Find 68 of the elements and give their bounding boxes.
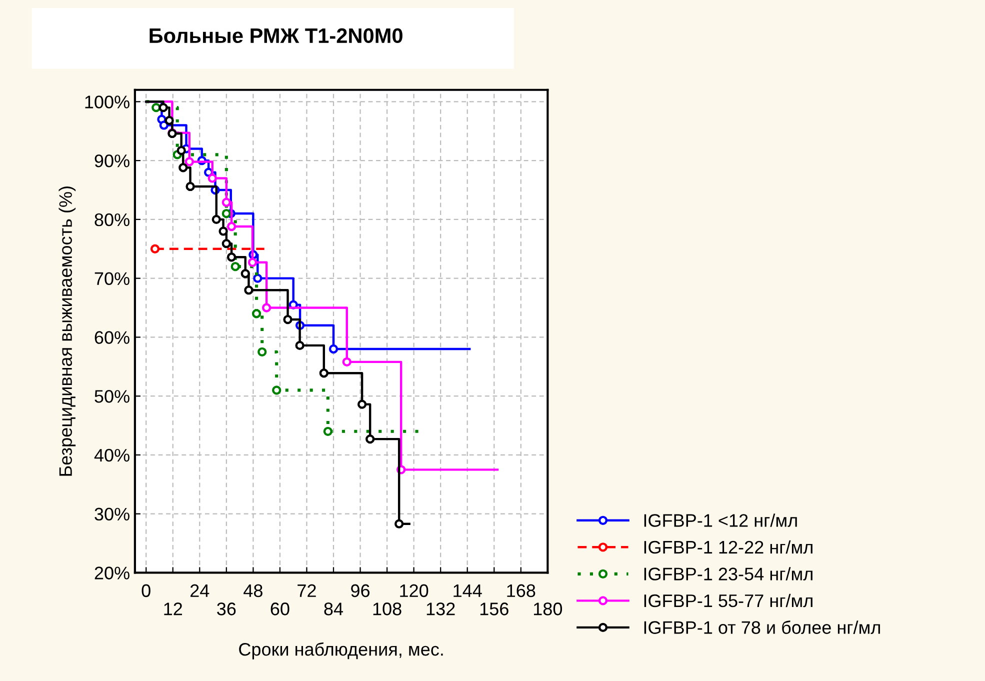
point (218, 226, 228, 236)
point (244, 286, 254, 295)
point (150, 244, 160, 254)
point (184, 157, 194, 166)
x-tick-label: 120 (400, 584, 428, 598)
legend-label: IGFBP-1 12-22 нг/мл (644, 540, 812, 554)
point (186, 182, 195, 192)
point (295, 340, 304, 350)
y-tick-label: 30% (94, 508, 130, 521)
point (240, 269, 250, 278)
point (262, 303, 272, 312)
x-tick-label: 144 (454, 584, 482, 597)
y-tick-label: 40% (94, 448, 130, 462)
point (164, 116, 174, 126)
legend-label: IGFBP-1 <12 нг/мл (644, 514, 797, 527)
x-tick-label: 168 (507, 584, 536, 598)
x2-tick-label: 156 (480, 602, 508, 616)
legend-label: IGFBP-1 55-77 нг/мл (644, 594, 812, 608)
x-tick-label: 0 (142, 584, 150, 598)
point (366, 434, 375, 444)
x2-tick-label: 180 (534, 602, 562, 616)
point (222, 208, 231, 218)
point (272, 386, 282, 395)
y-tick-label: 20% (94, 566, 130, 580)
point (342, 357, 352, 367)
x2-tick-label: 36 (217, 602, 236, 616)
point (152, 102, 161, 112)
point (176, 146, 186, 156)
x-tick-label: 96 (351, 584, 370, 598)
x2-tick-label: 84 (324, 602, 344, 616)
x2-tick-label: 108 (373, 602, 402, 616)
point (226, 222, 236, 232)
point (328, 344, 338, 354)
legend-label: IGFBP-1 23-54 нг/мл (644, 567, 812, 580)
point (248, 258, 258, 267)
x-axis-title: Сроки наблюдения, мес. (239, 642, 443, 660)
point (252, 309, 262, 318)
point (357, 400, 367, 409)
point (222, 238, 231, 248)
x-tick-label: 48 (244, 584, 262, 598)
y-tick-label: 50% (94, 390, 130, 403)
point (158, 102, 168, 112)
y-tick-label: 100% (85, 96, 130, 108)
x2-tick-label: 12 (164, 602, 182, 616)
point (226, 252, 236, 262)
y-tick-label: 80% (94, 213, 130, 226)
x-tick-label: 72 (298, 584, 316, 597)
point (178, 163, 188, 172)
point (208, 174, 217, 183)
point (319, 368, 328, 378)
y-tick-label: 60% (94, 331, 130, 344)
point (258, 347, 267, 356)
point (394, 519, 404, 528)
y-tick-label: 90% (94, 154, 130, 168)
point (230, 262, 240, 272)
chart-title: Больные РМЖ T1-2N0M0 (150, 28, 402, 44)
point (323, 426, 332, 436)
point (212, 214, 221, 224)
point (159, 120, 169, 130)
x2-tick-label: 60 (270, 602, 290, 616)
legend-label: IGFBP-1 от 78 и более нг/мл (644, 620, 880, 634)
x2-tick-label: 132 (426, 602, 455, 616)
y-tick-label: 70% (94, 272, 130, 286)
x-tick-label: 24 (190, 584, 210, 597)
point (283, 314, 292, 324)
y-axis-title: Безрецидивная выживаемость (%) (58, 186, 76, 476)
point (253, 274, 262, 283)
point (222, 198, 231, 207)
